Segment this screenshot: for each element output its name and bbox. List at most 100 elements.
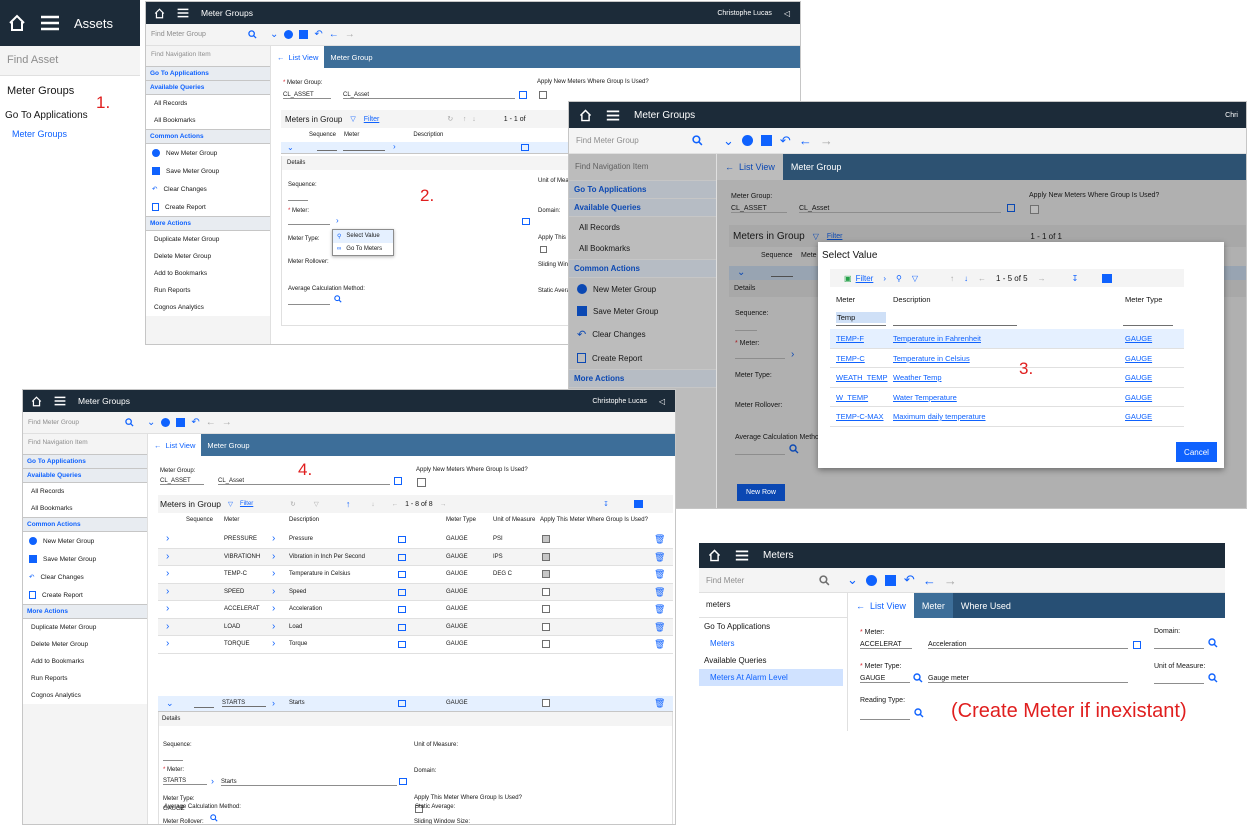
apply-checkbox[interactable] [542,622,550,631]
search-input[interactable]: Find Meter Group [28,419,79,426]
domain-input[interactable] [1154,648,1204,649]
chevron-right-icon[interactable]: › [272,585,276,597]
notification-icon[interactable]: ◁ [783,8,790,18]
chevron-down-icon[interactable]: ⌄ [147,417,156,428]
detail-icon[interactable] [521,144,529,151]
meter-groups-link[interactable]: Meter Groups [12,129,68,139]
cancel-button[interactable]: Cancel [1176,442,1217,462]
table-row[interactable]: › VIBRATIONH › Vibration in Inch Per Second… [158,548,673,566]
chevron-down-icon[interactable]: ⌄ [287,143,294,152]
all-bookmarks[interactable]: All Bookmarks [569,238,716,259]
meter-field[interactable]: ACCELERAT [860,641,912,649]
dialog-table-row[interactable]: TEMP-C-MAX Maximum daily temperature GAUGE [830,407,1184,427]
reading-type-input[interactable] [860,719,910,720]
menu-icon[interactable] [177,8,189,18]
table-row[interactable]: › TORQUE › Torque GAUGE 🗑 [158,636,673,654]
go-to-apps[interactable]: Go To Applications [5,110,88,121]
new-icon[interactable] [865,574,877,586]
chevron-right-icon[interactable]: › [336,216,339,225]
calendar-icon[interactable] [519,91,527,99]
avg-calc-input[interactable] [735,454,785,455]
sequence-field[interactable] [317,150,337,151]
chevron-right-icon[interactable]: › [393,142,396,151]
detail-icon[interactable] [398,641,406,648]
table-row[interactable]: › PRESSURE › Pressure GAUGE PSI 🗑 [158,531,673,549]
save-icon[interactable] [760,135,772,146]
detail-icon[interactable] [522,218,530,225]
meter-input[interactable] [288,224,330,225]
meter-group-field[interactable]: CL_ASSET [283,92,331,99]
apply-new-checkbox[interactable] [1030,205,1039,214]
calendar-icon[interactable] [1007,204,1015,212]
bookmark-action[interactable]: Add to Bookmarks [23,653,147,670]
all-records[interactable]: All Records [23,483,147,500]
meter-field[interactable]: STARTS [222,700,266,707]
type-cell[interactable]: GAUGE [1125,334,1153,343]
new-row-button[interactable]: New Row [737,484,785,501]
description-cell[interactable]: Maximum daily temperature [893,412,986,421]
undo-icon[interactable]: ↶ [779,132,791,148]
run-reports-action[interactable]: Run Reports [146,282,270,299]
trash-icon[interactable]: 🗑 [654,534,666,544]
description-cell[interactable]: Water Temperature [893,392,957,402]
meter-cell[interactable]: WEATH_TEMP [836,373,888,382]
apply-checkbox[interactable] [542,535,550,543]
table-row[interactable]: › SPEED › Speed GAUGE 🗑 [158,583,673,601]
filter-link[interactable]: Filter [363,115,380,123]
avg-calc-input[interactable] [288,304,330,305]
nav-search-input[interactable]: Find Navigation Item [28,439,88,446]
detail-icon[interactable] [399,778,407,785]
detail-icon[interactable] [398,571,406,578]
all-bookmarks[interactable]: All Bookmarks [23,500,147,517]
apply-this-checkbox[interactable] [540,246,547,253]
undo-icon[interactable]: ↶ [903,572,915,587]
chevron-right-icon[interactable]: › [211,776,214,786]
home-icon[interactable] [154,7,165,19]
filter-icon[interactable]: ▽ [227,501,233,508]
cognos-action[interactable]: Cognos Analytics [146,299,270,316]
run-reports-action[interactable]: Run Reports [23,670,147,687]
chevron-right-icon[interactable]: › [272,603,276,614]
meter-description[interactable]: Acceleration [928,641,1128,649]
search-icon[interactable] [210,814,218,822]
apply-checkbox[interactable] [542,640,550,648]
duplicate-action[interactable]: Duplicate Meter Group [146,231,270,248]
apply-this-checkbox[interactable] [415,805,423,813]
chevron-right-icon[interactable]: › [166,568,170,579]
cognos-action[interactable]: Cognos Analytics [23,687,147,704]
down-arrow-icon[interactable]: ↓ [964,273,969,283]
menu-icon[interactable] [40,15,60,31]
detail-icon[interactable] [398,553,406,561]
dialog-table-row[interactable]: W_TEMP Water Temperature GAUGE [830,388,1184,407]
back-arrow-icon[interactable]: ← [205,417,216,428]
dialog-table-row[interactable]: WEATH_TEMP Weather Temp GAUGE [830,368,1184,388]
type-cell[interactable]: GAUGE [1125,392,1153,402]
type-filter-input[interactable] [1123,325,1173,326]
meter-cell[interactable]: TEMP-F [836,334,864,343]
search-icon[interactable] [789,444,799,454]
create-report-action[interactable]: Create Report [146,198,270,216]
filter-link[interactable]: Filter [855,273,874,283]
clear-filter-icon[interactable]: ▽ [911,273,919,283]
trash-icon[interactable]: 🗑 [654,551,666,562]
all-records[interactable]: All Records [146,95,270,112]
meter-group-description[interactable]: CL_Asset [218,478,390,485]
sequence-field[interactable] [771,276,793,277]
save-meter-group-action[interactable]: Save Meter Group [569,300,716,322]
chevron-down-icon[interactable]: ⌄ [166,698,174,708]
tab-list-view[interactable]: ← List View [148,434,202,456]
home-icon[interactable] [31,395,42,407]
search-icon[interactable] [809,568,839,592]
detail-icon[interactable] [398,700,406,707]
search-icon[interactable] [117,412,141,433]
type-cell[interactable]: GAUGE [1125,353,1153,363]
apply-checkbox[interactable] [542,552,550,561]
search-icon[interactable] [914,708,924,718]
up-arrow-icon[interactable]: ↑ [345,499,351,509]
nav-search-input[interactable]: meters [699,593,847,618]
tab-list-view[interactable]: ← List View [717,154,783,180]
go-to-apps[interactable]: Go To Applications [704,622,771,631]
meter-group-field[interactable]: CL_ASSET [160,478,204,485]
filter-link[interactable]: Filter [239,501,254,507]
new-meter-group-action[interactable]: New Meter Group [146,144,270,162]
